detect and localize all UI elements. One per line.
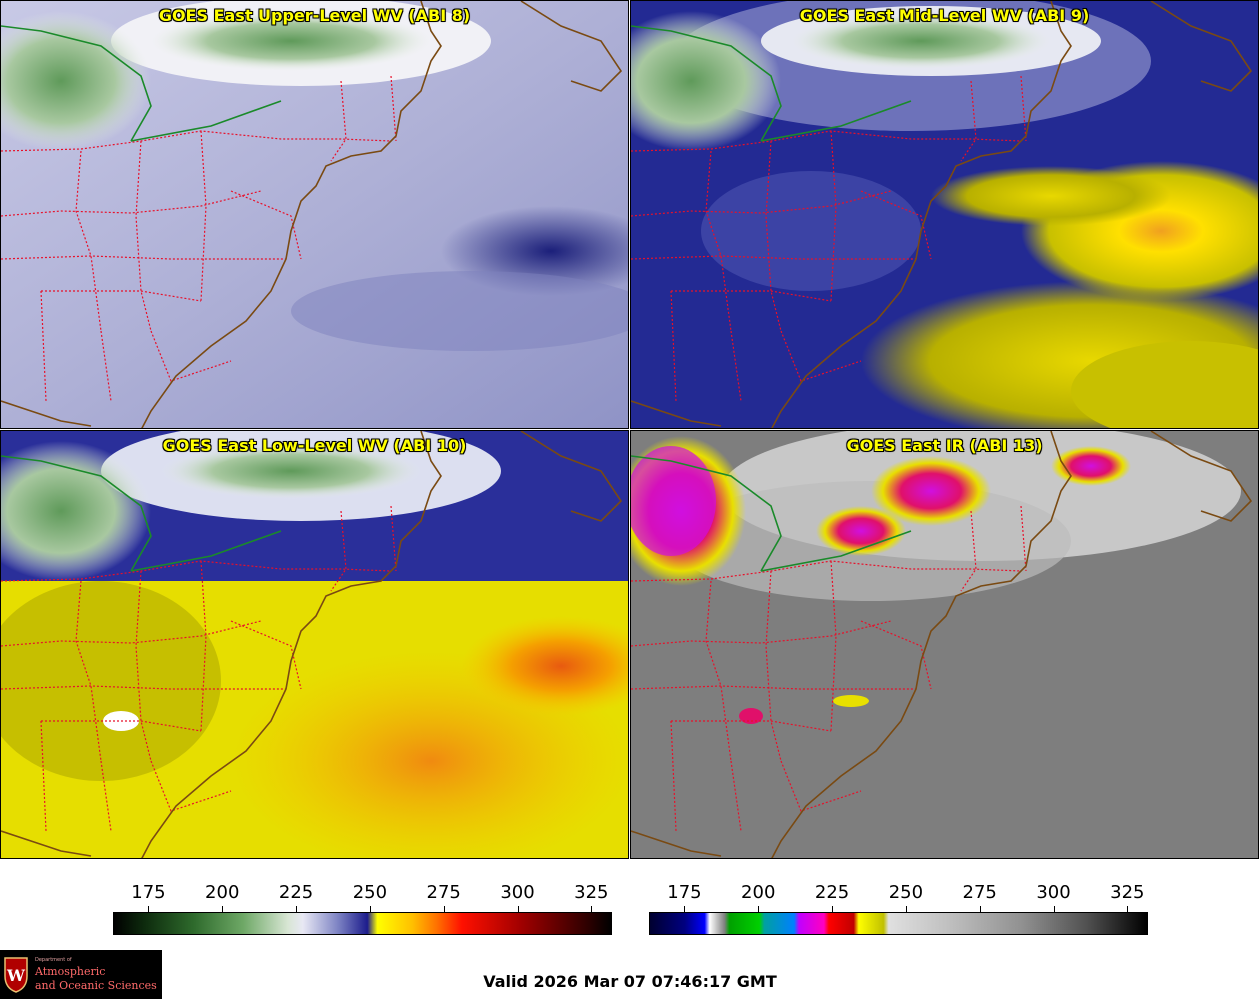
logo-line-1: Atmospheric	[35, 965, 106, 978]
panel-upper-wv: GOES East Upper-Level WV (ABI 8)	[0, 0, 629, 429]
panel-mid-wv: GOES East Mid-Level WV (ABI 9)	[630, 0, 1259, 429]
valid-time: Valid 2026 Mar 07 07:46:17 GMT	[483, 972, 777, 991]
low-wv-image	[1, 431, 628, 858]
aos-logo: W Department of Atmospheric and Oceanic …	[0, 950, 162, 999]
colorbar-tick-mark	[443, 906, 445, 912]
ir-image	[631, 431, 1258, 858]
colorbar-tick-mark	[758, 906, 760, 912]
panel-title: GOES East Upper-Level WV (ABI 8)	[158, 6, 471, 25]
colorbar-tick-mark	[684, 906, 686, 912]
logo-line-2: and Oceanic Sciences	[35, 979, 157, 992]
panel-ir: GOES East IR (ABI 13)	[630, 430, 1259, 859]
panel-title: GOES East IR (ABI 13)	[846, 436, 1043, 455]
panel-title: GOES East Mid-Level WV (ABI 9)	[799, 6, 1090, 25]
wv-colorbar	[113, 912, 612, 935]
colorbar-tick-mark	[832, 906, 834, 912]
colorbar-tick-label: 175	[131, 882, 166, 903]
colorbar-tick-mark	[1053, 906, 1055, 912]
colorbar-tick-mark	[222, 906, 224, 912]
colorbar-tick-label: 300	[500, 882, 535, 903]
colorbar-tick-label: 250	[352, 882, 388, 903]
ir-colorbar	[649, 912, 1148, 935]
colorbar-tick-mark	[369, 906, 371, 912]
uw-crest-icon: W	[4, 957, 28, 993]
colorbar-tick-label: 300	[1036, 882, 1071, 903]
colorbar-tick-mark	[1127, 906, 1129, 912]
colorbar-tick-mark	[296, 906, 298, 912]
colorbar-tick-label: 175	[667, 882, 702, 903]
colorbar-tick-label: 200	[741, 882, 776, 903]
colorbar-tick-label: 250	[888, 882, 924, 903]
mid-wv-image	[631, 1, 1258, 428]
colorbar-tick-mark	[905, 906, 907, 912]
colorbar-tick-label: 200	[205, 882, 240, 903]
colorbar-tick-mark	[979, 906, 981, 912]
colorbar-tick-mark	[148, 906, 150, 912]
colorbar-tick-label: 325	[574, 882, 609, 903]
colorbar-tick-label: 275	[962, 882, 997, 903]
panel-low-wv: GOES East Low-Level WV (ABI 10)	[0, 430, 629, 859]
upper-wv-image	[1, 1, 628, 428]
colorbar-tick-label: 275	[426, 882, 461, 903]
colorbar-tick-label: 225	[814, 882, 850, 903]
colorbar-tick-mark	[591, 906, 593, 912]
panel-title: GOES East Low-Level WV (ABI 10)	[162, 436, 467, 455]
colorbar-tick-label: 225	[278, 882, 314, 903]
crest-letter: W	[6, 966, 26, 985]
logo-dept: Department of	[35, 957, 72, 963]
colorbar-tick-label: 325	[1110, 882, 1145, 903]
colorbar-tick-mark	[517, 906, 519, 912]
